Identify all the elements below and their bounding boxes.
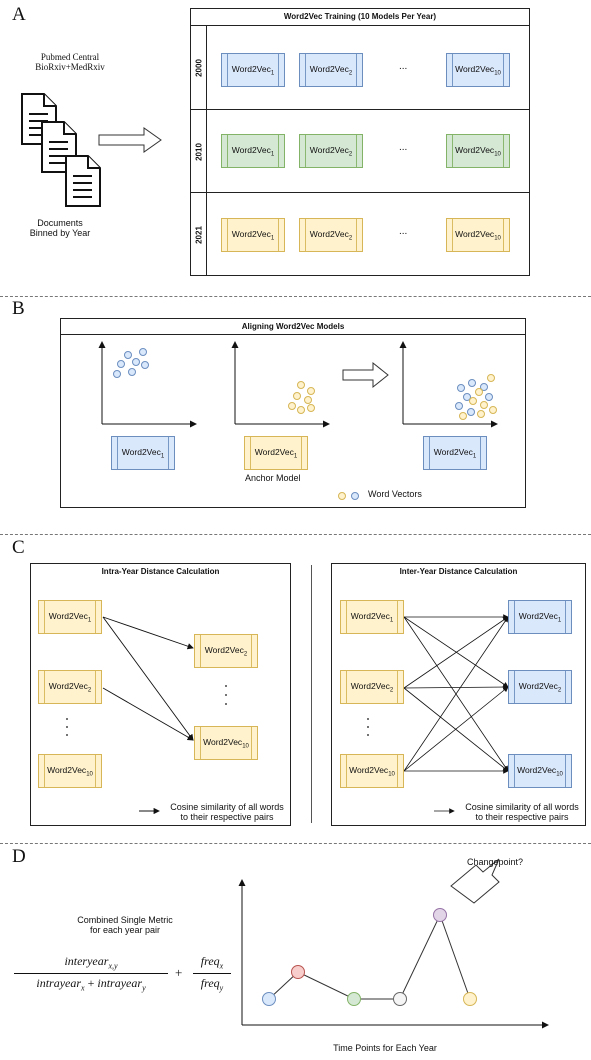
changepoint-arrow-icon: [450, 858, 500, 904]
model-box: Word2Vec10: [446, 218, 510, 252]
model-box: Word2Vec10: [194, 726, 258, 760]
documents-line-2: Binned by Year: [29, 228, 91, 238]
model-box: Word2Vec1: [38, 600, 102, 634]
training-title: Word2Vec Training (10 Models Per Year): [283, 12, 437, 21]
intra-caption: Cosine similarity of all words to their …: [170, 802, 284, 822]
panel-c-letter: C: [12, 537, 25, 558]
model-box: Word2Vec10: [446, 53, 510, 87]
source-line-2: BioRxiv+MedRxiv: [35, 62, 105, 72]
anchor-label: Anchor Model: [245, 473, 301, 483]
documents-line-1: Documents: [37, 218, 83, 228]
metric-line-plot: [238, 858, 549, 1029]
documents-label: Documents Binned by Year: [10, 218, 110, 238]
model-box: Word2Vec1: [508, 600, 572, 634]
data-point: [463, 992, 477, 1006]
model-box: Word2Vec10: [340, 754, 404, 788]
separator: [0, 843, 591, 844]
panel-d-letter: D: [12, 846, 26, 867]
formula-numerator-1: interyearx,y: [64, 954, 118, 971]
model-box: Word2Vec2: [299, 53, 363, 87]
separator: [0, 534, 591, 535]
documents-icon: [21, 93, 101, 207]
training-frame: Word2Vec Training (10 Models Per Year) 2…: [190, 8, 530, 276]
model-box: Word2Vec1: [221, 53, 285, 87]
data-point: [433, 908, 447, 922]
metric-formula: interyearx,y intrayearx + intrayeary + f…: [12, 952, 237, 1000]
model-box: Word2Vec1: [423, 436, 487, 470]
year-row-2021: 2021 Word2Vec1 Word2Vec2 ... Word2Vec10: [191, 192, 529, 276]
x-axis-label: Time Points for Each Year: [333, 1043, 437, 1053]
year-label: 2010: [194, 142, 203, 161]
model-box: Word2Vec1: [221, 134, 285, 168]
fraction-bar: [14, 973, 168, 974]
anchor-model-box: Word2Vec1: [244, 436, 308, 470]
changepoint-label: Changepoint?: [467, 857, 524, 867]
model-box: Word2Vec10: [508, 754, 572, 788]
ellipsis: ...: [399, 61, 408, 72]
year-row-2010: 2010 Word2Vec1 Word2Vec2 ... Word2Vec10: [191, 109, 529, 193]
model-box: Word2Vec10: [446, 134, 510, 168]
legend-label: Word Vectors: [368, 489, 422, 499]
inter-arrows: [367, 614, 509, 814]
data-point: [393, 992, 407, 1006]
alignment-frame: Aligning Word2Vec Models: [60, 318, 526, 508]
formula-denominator-2: freqy: [200, 976, 224, 993]
source-label: Pubmed Central BioRxiv+MedRxiv: [10, 52, 130, 72]
year-label: 2021: [194, 225, 203, 244]
alignment-title: Aligning Word2Vec Models: [241, 322, 345, 331]
plus-sign: +: [175, 965, 183, 980]
fraction-bar: [193, 973, 231, 974]
year-label: 2000: [194, 59, 203, 77]
panel-a-letter: A: [12, 4, 26, 25]
model-box: Word2Vec1: [111, 436, 175, 470]
model-box: Word2Vec1: [340, 600, 404, 634]
metric-label: Combined Single Metric for each year pai…: [77, 915, 173, 935]
model-box: Word2Vec2: [299, 218, 363, 252]
intra-arrows: [66, 616, 227, 815]
alignment-diagram: [98, 341, 498, 500]
arrow-right-icon: [98, 127, 162, 153]
model-box: Word2Vec1: [221, 218, 285, 252]
year-row-2000: 2000 Word2Vec1 Word2Vec2 ... Word2Vec10: [191, 25, 529, 110]
ellipsis: ...: [399, 142, 408, 153]
intra-year-frame: Intra-Year Distance Calculation Word2Vec…: [30, 563, 291, 826]
model-box: Word2Vec2: [194, 634, 258, 668]
panel-b-letter: B: [12, 298, 25, 319]
model-box: Word2Vec2: [508, 670, 572, 704]
formula-denominator-1: intrayearx + intrayeary: [36, 976, 146, 993]
model-box: Word2Vec2: [340, 670, 404, 704]
ellipsis: ...: [399, 226, 408, 237]
data-point: [262, 992, 276, 1006]
inter-year-frame: Inter-Year Distance Calculation Word2Vec…: [331, 563, 586, 826]
model-box: Word2Vec10: [38, 754, 102, 788]
separator: [0, 296, 591, 297]
inter-caption: Cosine similarity of all words to their …: [465, 802, 579, 822]
formula-numerator-2: freqx: [200, 954, 224, 971]
vertical-divider: [311, 565, 312, 823]
metric-line: [268, 913, 471, 1000]
model-box: Word2Vec2: [38, 670, 102, 704]
inter-year-title: Inter-Year Distance Calculation: [399, 567, 518, 576]
data-point: [347, 992, 361, 1006]
data-point: [291, 965, 305, 979]
intra-year-title: Intra-Year Distance Calculation: [101, 567, 220, 576]
model-box: Word2Vec2: [299, 134, 363, 168]
source-line-1: Pubmed Central: [40, 52, 100, 62]
